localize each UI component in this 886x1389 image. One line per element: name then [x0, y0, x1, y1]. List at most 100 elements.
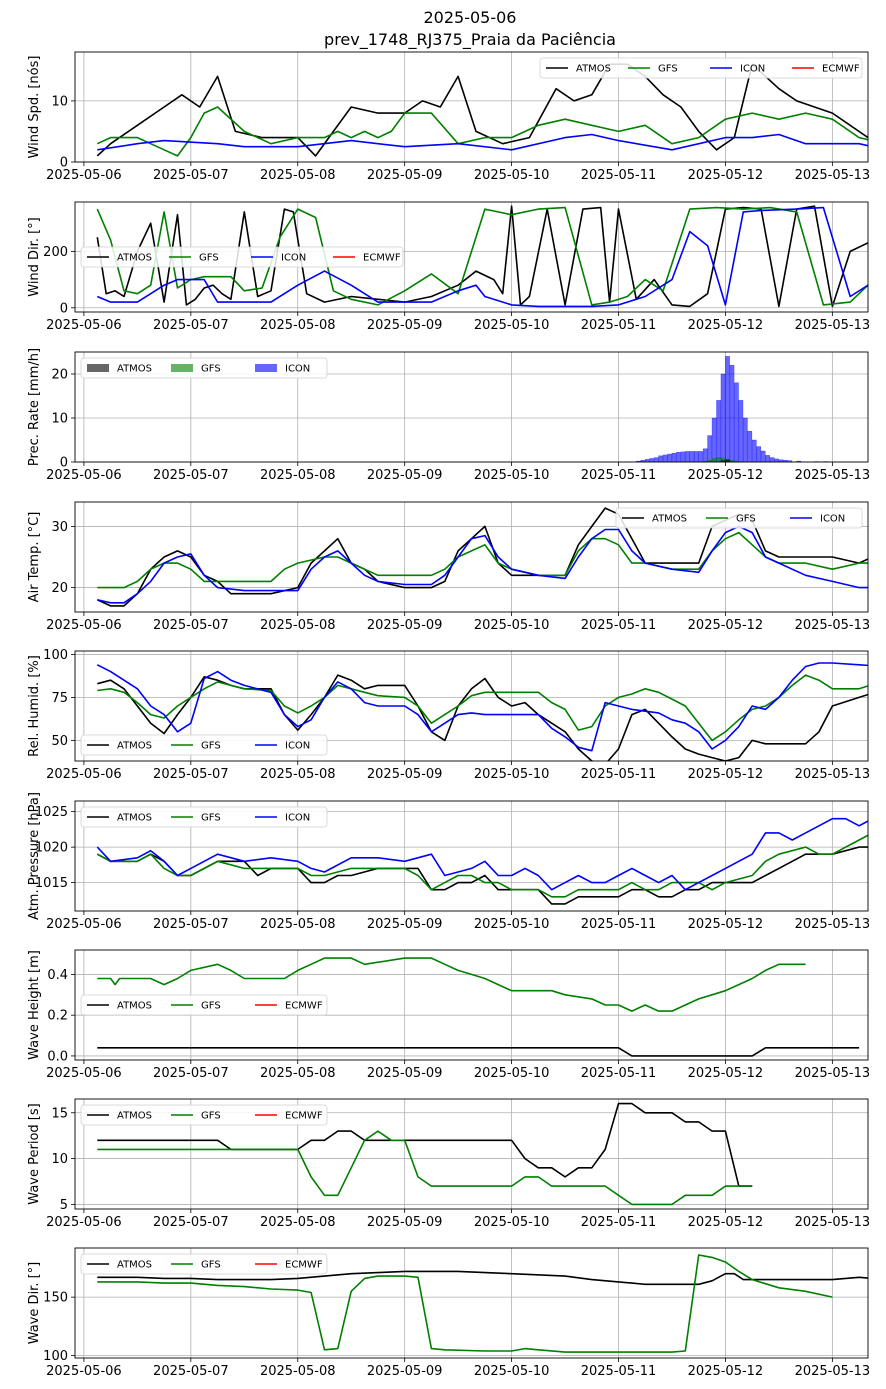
x-tick-label: 2025-05-10	[474, 168, 550, 183]
x-tick-label: 2025-05-12	[688, 1066, 764, 1081]
x-tick-label: 2025-05-08	[260, 1215, 336, 1230]
series-line-icon	[97, 525, 868, 604]
bar-icon	[689, 451, 695, 462]
series-line-icon	[96, 662, 868, 752]
axes-frame	[74, 201, 869, 313]
legend-label-icon: ICON	[285, 741, 310, 752]
x-tick-label: 2025-05-08	[260, 767, 336, 782]
x-tick-label: 2025-05-09	[367, 917, 443, 932]
panels: 2025-05-06 2025-05-07 2025-05-08 2025-05-09…	[27, 51, 871, 1379]
x-tick-label: 2025-05-13	[795, 618, 871, 633]
x-tick-label: 2025-05-11	[581, 1066, 657, 1081]
x-tick-label: 2025-05-06	[46, 767, 122, 782]
bar-icon	[649, 458, 655, 462]
bar-icon	[734, 382, 739, 462]
series-line-gfs	[96, 834, 868, 898]
plot-area	[97, 1254, 868, 1353]
x-tick-label: 2025-05-10	[474, 618, 550, 633]
series-line-gfs	[97, 1130, 753, 1206]
legend-label-atmos: ATMOS	[576, 64, 611, 75]
y-axis-label: Air Temp. [°C]	[27, 512, 42, 603]
x-tick-label: 2025-05-13	[795, 1364, 871, 1379]
panel-8: 2025-05-06 2025-05-07 2025-05-08 2025-05-09…	[27, 1098, 870, 1230]
x-tick-label: 2025-05-13	[795, 318, 871, 333]
bar-icon	[774, 458, 779, 462]
bar-icon	[685, 451, 690, 462]
legend-swatch-atmos	[87, 364, 109, 372]
legend-box	[80, 246, 404, 268]
y-tick-label: 0	[60, 156, 68, 171]
x-tick-label: 2025-05-09	[367, 618, 443, 633]
x-tick-label: 2025-05-10	[474, 318, 550, 333]
figure-title-line2: prev_1748_RJ375_Praia da Paciência	[324, 30, 616, 50]
legend-box	[80, 1104, 328, 1126]
x-tick-label: 2025-05-10	[474, 917, 550, 932]
legend: ATMOS GFS ICON ECMWF	[539, 57, 863, 79]
legend-label-ecmwf: ECMWF	[285, 1001, 323, 1012]
legend-label-atmos: ATMOS	[117, 1111, 152, 1122]
x-tick-label: 2025-05-06	[46, 468, 122, 483]
series-line-gfs	[97, 957, 806, 1012]
bar-icon	[707, 435, 713, 462]
x-tick-label: 2025-05-08	[260, 168, 336, 183]
legend-label-gfs: GFS	[658, 64, 678, 75]
x-tick-label: 2025-05-12	[688, 318, 764, 333]
y-tick-label: 75	[51, 691, 68, 706]
axes-frame	[74, 51, 869, 163]
panel-3: 2025-05-06 2025-05-07 2025-05-08 2025-05-09…	[27, 348, 870, 483]
legend-label-gfs: GFS	[201, 1111, 221, 1122]
legend: ATMOS GFS ICON	[80, 357, 328, 379]
y-tick-label: 1015	[35, 876, 68, 891]
bar-gfs	[711, 458, 717, 462]
axes-frame	[74, 1098, 869, 1210]
y-tick-label: 0.2	[47, 1009, 68, 1024]
axes-frame	[74, 351, 869, 463]
y-tick-label: 100	[43, 1349, 68, 1364]
y-tick-label: 30	[51, 520, 68, 535]
x-tick-label: 2025-05-10	[474, 1364, 550, 1379]
bar-icon	[743, 417, 748, 462]
legend-box	[80, 1253, 328, 1275]
legend-label-icon: ICON	[285, 364, 310, 375]
x-tick-label: 2025-05-06	[46, 168, 122, 183]
axes-frame	[74, 1247, 869, 1359]
y-axis-label: Wave Period [s]	[27, 1103, 42, 1204]
legend-box	[80, 806, 328, 828]
x-tick-label: 2025-05-12	[688, 1364, 764, 1379]
bar-icon	[760, 450, 766, 462]
series-line-icon	[96, 817, 868, 891]
legend-box	[615, 507, 863, 529]
axes-frame	[74, 949, 869, 1061]
y-axis-label: Prec. Rate [mm/h]	[27, 348, 42, 466]
y-tick-label: 150	[43, 1291, 68, 1306]
legend-label-ecmwf: ECMWF	[285, 1260, 323, 1271]
x-tick-label: 2025-05-10	[474, 1066, 550, 1081]
legend: ATMOS GFS ICON ECMWF	[80, 246, 404, 268]
x-tick-label: 2025-05-12	[688, 168, 764, 183]
plot-area	[97, 957, 860, 1057]
y-tick-label: 10	[51, 1152, 68, 1167]
legend-label-ecmwf: ECMWF	[285, 1111, 323, 1122]
y-tick-label: 100	[43, 648, 68, 663]
series-line-atmos	[96, 507, 868, 607]
bar-icon	[698, 451, 704, 462]
legend-label-icon: ICON	[285, 813, 310, 824]
y-axis-label: Wind Spd. [nós]	[27, 56, 42, 159]
series-line-gfs	[97, 1254, 833, 1353]
bar-icon	[720, 373, 726, 462]
legend: ATMOS GFS ICON	[80, 806, 328, 828]
x-tick-label: 2025-05-11	[581, 168, 657, 183]
x-tick-label: 2025-05-11	[581, 618, 657, 633]
x-tick-label: 2025-05-10	[474, 767, 550, 782]
x-tick-label: 2025-05-07	[153, 318, 229, 333]
legend-label-gfs: GFS	[201, 1001, 221, 1012]
legend-label-icon: ICON	[740, 64, 765, 75]
x-tick-label: 2025-05-07	[153, 1215, 229, 1230]
bar-icon	[769, 457, 775, 462]
bar-icon	[711, 417, 717, 462]
bar-icon	[738, 400, 744, 462]
x-tick-label: 2025-05-09	[367, 767, 443, 782]
bar-icon	[756, 446, 762, 462]
y-tick-label: 5	[60, 1198, 68, 1213]
